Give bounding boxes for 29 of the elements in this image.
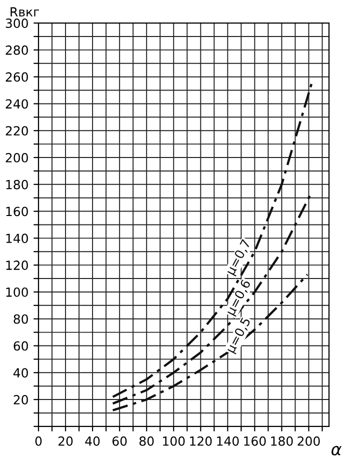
y-tick-label: 260 xyxy=(6,72,28,82)
y-tick-label: 200 xyxy=(6,152,28,162)
x-tick-label: 80 xyxy=(139,436,154,446)
y-tick-label: 240 xyxy=(6,99,28,109)
x-tick-label: 120 xyxy=(190,436,212,446)
x-tick-label: 100 xyxy=(163,436,185,446)
line-series xyxy=(112,194,312,405)
y-axis-title: Rвкг xyxy=(10,7,40,16)
x-tick-label: 140 xyxy=(217,436,239,446)
y-tick-label: 160 xyxy=(6,206,28,216)
x-axis-title: α xyxy=(332,446,342,456)
x-tick-label: 160 xyxy=(244,436,266,446)
x-tick-label: 60 xyxy=(112,436,127,446)
y-tick-label: 80 xyxy=(14,314,28,324)
y-tick-label: 180 xyxy=(6,180,28,190)
y-tick-label: 140 xyxy=(6,234,28,244)
y-tick-label: 300 xyxy=(6,18,28,28)
x-tick-label: 0 xyxy=(35,436,42,446)
y-tick-label: 280 xyxy=(6,45,28,55)
y-tick-label: 120 xyxy=(6,260,28,270)
y-tick-label: 220 xyxy=(6,126,28,136)
x-tick-label: 40 xyxy=(85,436,100,446)
y-tick-label: 100 xyxy=(6,287,28,297)
x-tick-label: 20 xyxy=(58,436,73,446)
y-tick-label: 20 xyxy=(14,395,28,404)
x-tick-label: 180 xyxy=(271,436,293,446)
y-tick-label: 40 xyxy=(13,368,28,378)
x-tick-label: 200 xyxy=(298,436,320,446)
y-tick-label: 60 xyxy=(14,341,28,351)
